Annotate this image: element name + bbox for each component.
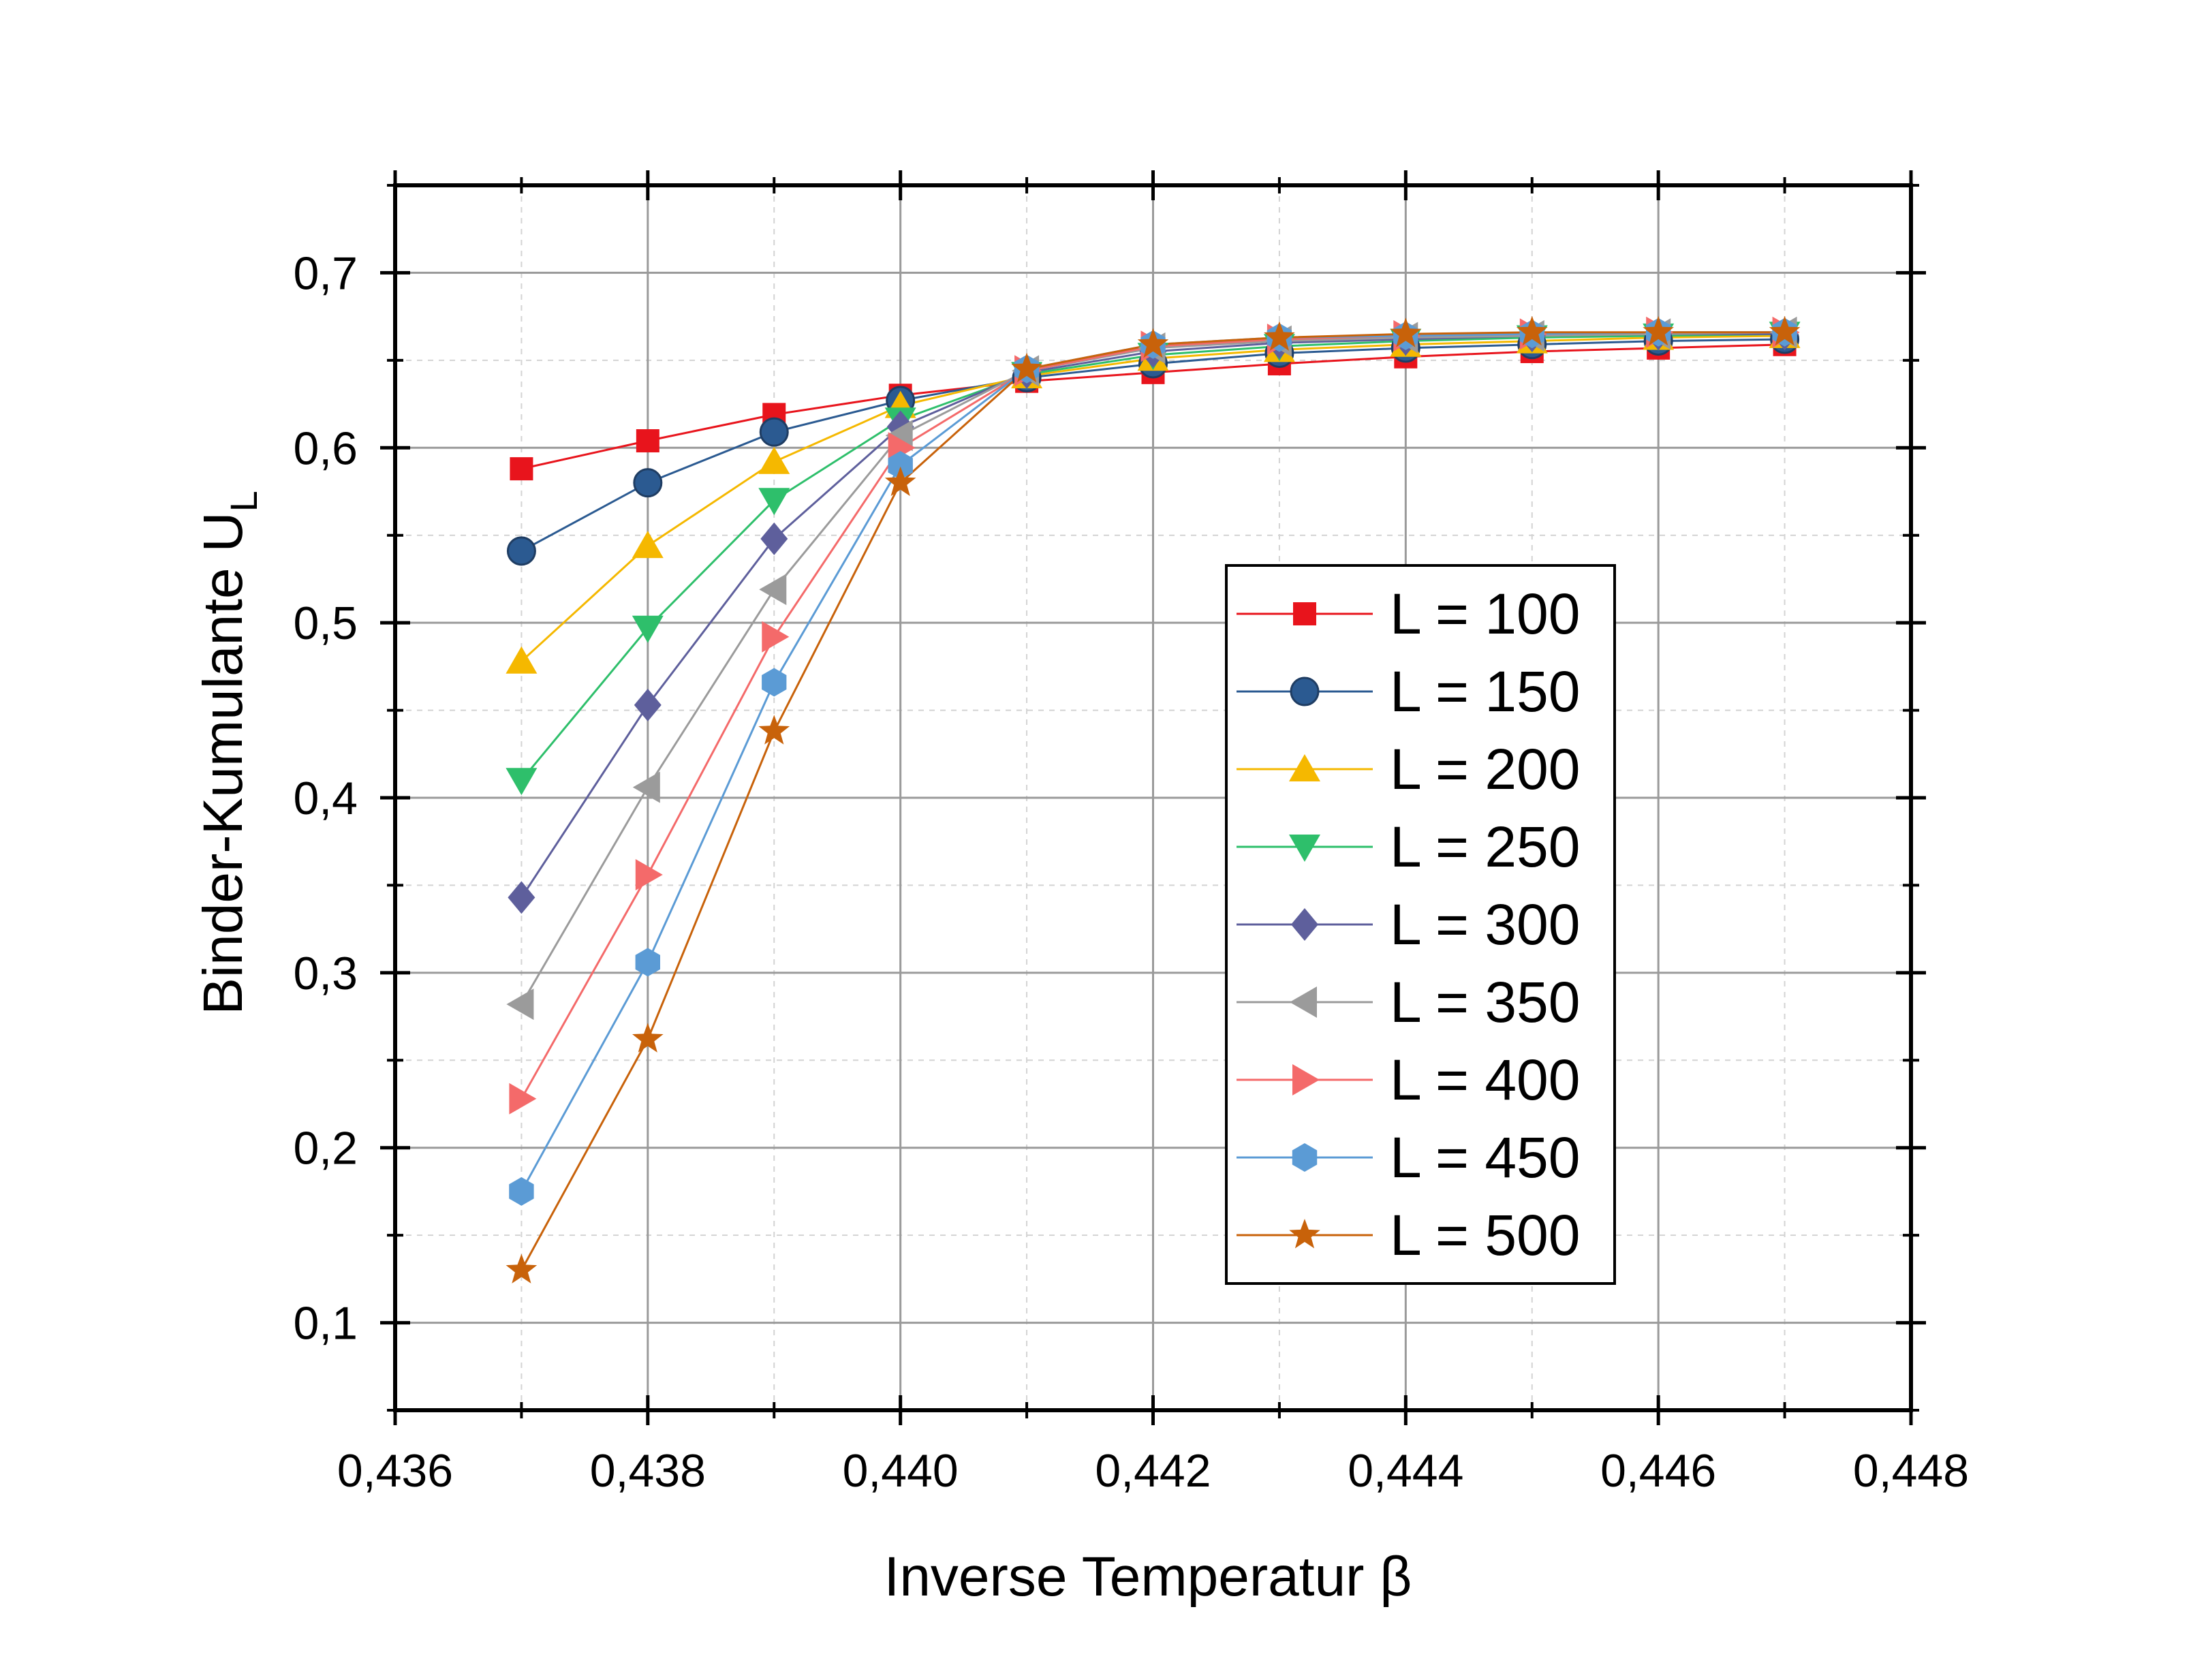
data-point-series-7 xyxy=(509,1083,537,1115)
legend-label: L = 500 xyxy=(1390,1203,1580,1267)
data-point-series-3 xyxy=(632,531,664,559)
data-point-series-5 xyxy=(508,881,535,914)
y-tick-label: 0,6 xyxy=(293,422,358,474)
y-axis-label: Binder-Kumulante UL xyxy=(192,491,265,1015)
data-point-series-5 xyxy=(760,522,788,555)
axes-layer xyxy=(380,170,1926,1425)
data-point-series-8 xyxy=(762,668,787,697)
data-point-series-4 xyxy=(506,768,538,796)
data-point-series-2 xyxy=(759,417,789,447)
data-point-series-9 xyxy=(758,715,790,745)
data-point-series-2 xyxy=(506,536,536,566)
y-axis-label-subscript: L xyxy=(222,491,265,512)
legend-label: L = 250 xyxy=(1390,815,1580,879)
x-tick-label: 0,442 xyxy=(1095,1445,1211,1497)
data-point-series-9 xyxy=(1264,321,1295,351)
legend-marker xyxy=(1291,908,1318,941)
y-tick-label: 0,2 xyxy=(293,1123,358,1175)
data-point-series-3 xyxy=(506,646,538,674)
data-point-series-6 xyxy=(759,574,787,606)
data-point-series-4 xyxy=(632,615,664,643)
legend-marker xyxy=(1289,1219,1320,1249)
y-tick-label: 0,3 xyxy=(293,948,358,999)
data-point-series-9 xyxy=(506,1254,538,1284)
legend-label: L = 150 xyxy=(1390,659,1580,724)
data-point-series-6 xyxy=(632,771,660,803)
x-tick-label: 0,448 xyxy=(1853,1445,1969,1497)
data-point-series-2 xyxy=(633,468,663,498)
legend-marker xyxy=(1289,835,1320,862)
data-point-series-9 xyxy=(1137,328,1169,358)
x-tick-label: 0,446 xyxy=(1600,1445,1716,1497)
data-point-series-9 xyxy=(1769,315,1801,346)
legend-label: L = 200 xyxy=(1390,737,1580,801)
legend-label: L = 400 xyxy=(1390,1048,1580,1112)
legend: L = 100 L = 150 L = 200 L = 250 L = 300 L = 3… xyxy=(1225,564,1616,1285)
data-point-series-9 xyxy=(884,466,916,497)
x-tick-label: 0,444 xyxy=(1348,1445,1463,1497)
data-point-series-1 xyxy=(636,429,659,453)
data-point-series-8 xyxy=(888,451,913,480)
legend-marker xyxy=(1290,986,1317,1018)
data-point-series-9 xyxy=(1011,352,1042,383)
y-tick-label: 0,7 xyxy=(293,247,358,299)
data-point-series-7 xyxy=(635,859,663,890)
legend-marker xyxy=(1290,676,1320,706)
legend-label: L = 450 xyxy=(1390,1125,1580,1189)
data-point-series-3 xyxy=(758,446,790,474)
data-point-series-7 xyxy=(762,621,790,653)
data-point-series-9 xyxy=(1643,315,1674,346)
data-point-series-9 xyxy=(1390,317,1422,347)
data-point-series-5 xyxy=(634,688,662,721)
y-tick-label: 0,1 xyxy=(293,1298,358,1350)
x-tick-label: 0,436 xyxy=(337,1445,453,1497)
data-point-series-6 xyxy=(506,989,534,1021)
legend-marker xyxy=(1289,754,1320,781)
legend-label: L = 350 xyxy=(1390,970,1580,1034)
series-markers-layer xyxy=(506,315,1801,1284)
legend-label: L = 100 xyxy=(1390,582,1580,646)
tick-labels-layer: 0,436 0,438 0,440 0,442 0,444 0,446 0,448 0,1 0,… xyxy=(293,247,1969,1497)
y-axis-label-main: Binder-Kumulante U xyxy=(192,512,254,1014)
data-point-series-8 xyxy=(635,948,660,977)
x-tick-label: 0,440 xyxy=(843,1445,959,1497)
legend-marker xyxy=(1292,1064,1320,1095)
x-tick-label: 0,438 xyxy=(590,1445,706,1497)
x-axis-label: Inverse Temperatur β xyxy=(884,1546,1412,1608)
y-tick-label: 0,5 xyxy=(293,597,358,649)
legend-label: L = 300 xyxy=(1390,892,1580,956)
legend-marker xyxy=(1292,1143,1318,1172)
y-tick-label: 0,4 xyxy=(293,773,358,824)
data-point-series-1 xyxy=(510,457,533,481)
data-point-series-8 xyxy=(509,1177,534,1206)
legend-marker xyxy=(1293,602,1316,625)
data-point-series-9 xyxy=(632,1023,664,1053)
data-point-series-4 xyxy=(758,488,790,516)
data-point-series-9 xyxy=(1516,315,1548,346)
